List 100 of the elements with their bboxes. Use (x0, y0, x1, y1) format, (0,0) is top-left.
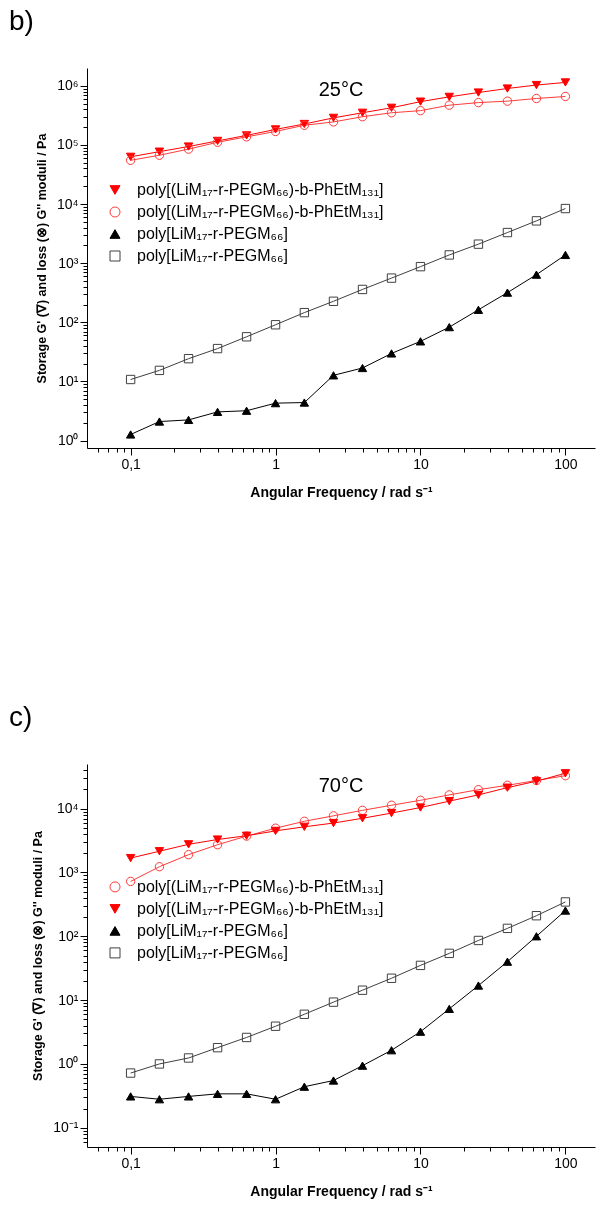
point (502, 923, 513, 934)
point (444, 92, 454, 101)
point (531, 93, 542, 104)
point (299, 1009, 310, 1019)
point (270, 320, 281, 330)
point (125, 1068, 136, 1078)
point (473, 790, 484, 800)
point (183, 849, 194, 860)
point (241, 1032, 252, 1043)
point (415, 261, 426, 272)
point (415, 1027, 426, 1036)
point (531, 80, 542, 90)
point (444, 1004, 454, 1013)
y-tick-label: 10³ (58, 254, 79, 271)
point (415, 960, 426, 971)
point (125, 155, 136, 165)
point (386, 800, 397, 810)
point (560, 897, 571, 907)
point (415, 105, 426, 116)
point (328, 997, 339, 1007)
point (125, 1092, 136, 1101)
x-tick-label: 10 (413, 455, 429, 472)
point (183, 1053, 194, 1063)
legend-label: poly[(LiM₁₇-r-PEGM₆₆)-b-PhEtM₁₃₁] (137, 181, 384, 198)
point (328, 818, 339, 828)
y-axis-title: Storage G' (∇) and loss (⊗) G'' moduli / Pa (31, 830, 46, 1081)
point (502, 957, 513, 966)
point (328, 1076, 339, 1085)
point (328, 811, 339, 821)
y-tick-label: 10⁴ (56, 195, 79, 212)
point (125, 853, 136, 863)
point (154, 847, 165, 856)
point (299, 398, 310, 407)
point (560, 906, 571, 915)
point (502, 84, 513, 93)
y-tick-label: 10¹ (58, 991, 79, 1008)
point (560, 250, 571, 260)
legend-label: poly[LiM₁₇-r-PEGM₆₆] (137, 921, 288, 939)
point (154, 862, 165, 872)
point (357, 805, 368, 816)
point (299, 307, 310, 318)
point (357, 814, 368, 823)
y-tick-label: 10¹ (58, 372, 79, 389)
point (154, 417, 165, 426)
point (415, 803, 426, 812)
point (386, 808, 397, 818)
point (444, 250, 454, 260)
point (560, 203, 571, 214)
text: 70°C (318, 774, 364, 796)
x-axis-title: Angular Frequency / rad s⁻¹ (250, 483, 434, 500)
point (531, 216, 542, 226)
point (183, 1092, 194, 1101)
x-tick-label: 0,1 (121, 1154, 142, 1171)
x-tick-label: 1 (272, 1154, 281, 1171)
point (154, 1095, 165, 1104)
point (502, 288, 513, 297)
y-tick-label: 10⁴ (56, 800, 79, 817)
point (531, 270, 542, 279)
point (415, 795, 426, 805)
x-tick-label: 10 (413, 1154, 429, 1171)
point (212, 1089, 223, 1098)
point (183, 353, 194, 364)
point (473, 981, 484, 990)
x-tick-label: 100 (554, 1154, 578, 1171)
point (473, 305, 484, 314)
point (212, 835, 223, 844)
point (473, 97, 484, 108)
point (386, 1046, 397, 1055)
y-tick-label: 10⁻¹ (53, 1119, 79, 1136)
point (386, 973, 397, 983)
point (299, 1082, 310, 1091)
legend-label: poly[(LiM₁₇-r-PEGM₆₆)-b-PhEtM₁₃₁] (137, 877, 384, 895)
text: b) (9, 5, 34, 36)
point (415, 337, 426, 346)
legend-label: poly[LiM₁₇-r-PEGM₆₆] (137, 943, 288, 961)
point (386, 273, 397, 283)
point (357, 363, 368, 373)
point (154, 1059, 165, 1069)
y-tick-label: 10² (58, 927, 79, 944)
text: c) (9, 701, 33, 732)
point (473, 239, 484, 249)
y-tick-label: 10⁵ (57, 136, 79, 153)
point (357, 284, 368, 295)
point (444, 948, 454, 959)
x-tick-label: 100 (554, 455, 578, 472)
point (154, 150, 165, 160)
y-axis-title: Storage G' (∇) and loss (⊗) G'' moduli / Pa (34, 132, 49, 384)
y-tick-label: 10⁰ (57, 432, 79, 449)
y-tick-label: 10⁶ (57, 77, 79, 94)
point (560, 91, 571, 102)
point (386, 108, 397, 118)
y-tick-label: 10² (58, 313, 79, 330)
point (473, 88, 484, 97)
x-tick-label: 0,1 (121, 455, 142, 472)
point (125, 876, 136, 887)
point (270, 1021, 281, 1031)
point (560, 78, 571, 87)
point (531, 911, 542, 921)
point (328, 296, 339, 306)
point (212, 343, 223, 354)
